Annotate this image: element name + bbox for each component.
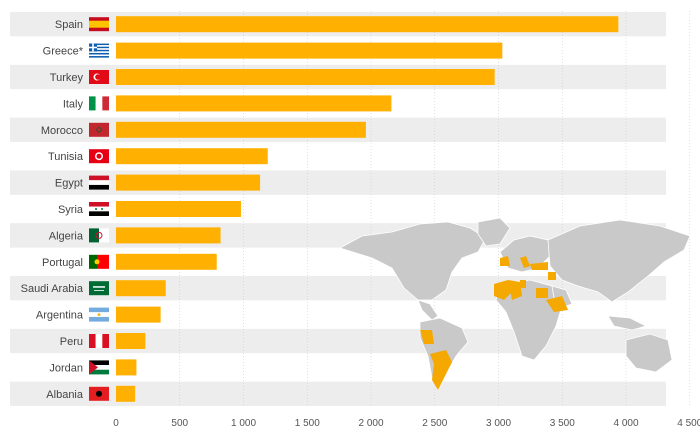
category-label: Morocco [41,125,83,137]
category-label: Egypt [55,178,83,190]
x-tick-label: 4 000 [613,418,638,429]
x-tick-label: 3 000 [486,418,511,429]
map-highlight [546,296,568,312]
category-label: Portugal [42,257,83,269]
flags [89,17,109,401]
map-highlight [530,262,548,270]
bar [116,148,268,165]
category-labels: Spain Greece* Turkey Italy Morocco Tunisia Egy… [21,19,84,401]
bars [116,16,619,402]
map-landmass [495,279,563,361]
category-label: Algeria [49,230,84,242]
flag-peru [89,334,109,348]
flag-algeria [89,228,109,243]
category-label: Turkey [50,72,84,84]
bar [116,69,495,85]
bar [116,174,261,191]
bar [116,16,619,33]
category-label: Spain [55,19,83,31]
map-landmass [547,219,691,303]
flag-egypt [89,175,109,190]
map-highlight [520,280,526,288]
flag-turkey [89,70,109,84]
category-label: Argentina [36,310,84,322]
bar [116,306,161,323]
map-landmass [625,333,673,373]
map-highlight [500,256,510,266]
flag-albania [89,386,109,401]
map-highlight [548,272,556,280]
flag-saudi-arabia [89,281,109,296]
map-landmass [607,315,648,331]
category-label: Peru [60,336,83,348]
category-label: Saudi Arabia [21,283,84,295]
bar [116,42,503,59]
map-highlight [536,288,548,298]
map-highlight [508,280,522,300]
category-label: Greece* [43,46,84,58]
x-tick-label: 2 000 [358,418,383,429]
map-highlight [520,256,530,268]
bar [116,95,392,112]
flag-argentina [89,307,109,322]
flag-spain [89,17,109,32]
flag-greece [89,43,109,58]
x-tick-label: 2 500 [422,418,447,429]
x-tick-label: 3 500 [550,418,575,429]
flag-portugal [89,254,109,269]
category-label: Tunisia [48,151,84,163]
category-label: Albania [46,389,84,401]
category-label: Italy [63,98,84,110]
world-map-icon [338,217,691,391]
bar [116,201,241,217]
flag-jordan [89,360,109,375]
map-highlight [420,330,434,344]
map-highlight [430,350,452,390]
x-tick-label: 1 500 [295,418,320,429]
bar [116,253,217,270]
bar [116,385,136,402]
map-landmass [477,217,511,247]
bar [116,333,146,349]
flag-morocco [89,122,109,137]
x-axis-ticks: 0 500 1 000 1 500 2 000 2 500 3 000 3 500 4 000 4… [113,418,700,429]
x-tick-label: 1 000 [231,418,256,429]
bar [116,121,366,138]
map-landmass [417,299,439,321]
category-label: Jordan [49,362,83,374]
category-label: Syria [58,204,84,216]
bar [116,227,221,244]
x-tick-label: 4 500 [677,418,700,429]
bar [116,359,137,376]
flag-italy [89,96,109,111]
x-tick-label: 500 [171,418,188,429]
flag-tunisia [89,149,109,164]
bar [116,280,166,297]
flag-syria [89,202,109,216]
x-tick-label: 0 [113,418,119,429]
map-landmass [338,221,487,301]
